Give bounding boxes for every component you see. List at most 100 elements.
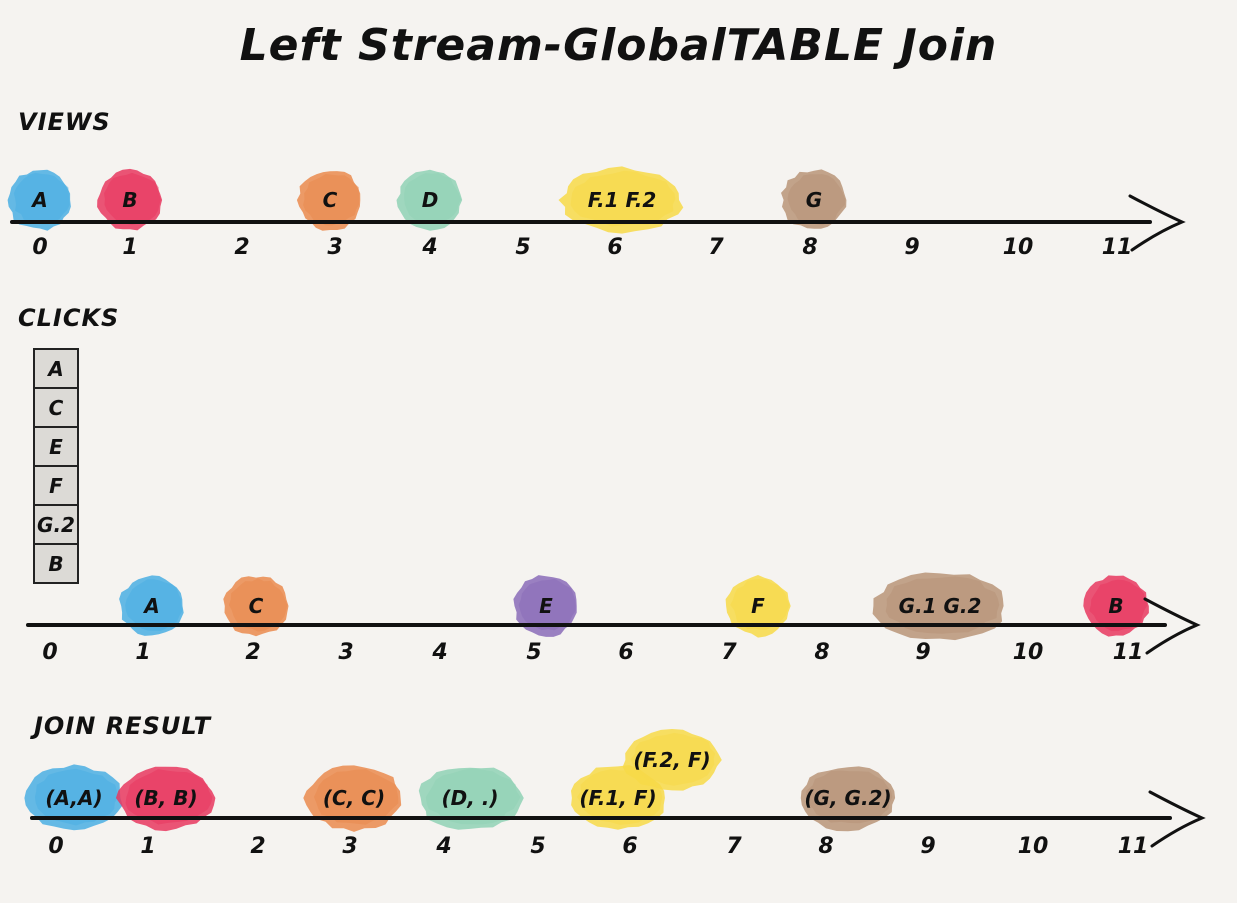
- clicks-event-blob-inner: [518, 578, 576, 631]
- clicks-event-label: A: [142, 594, 159, 618]
- join-tick-label: 7: [726, 834, 742, 859]
- views-event: A: [7, 169, 71, 231]
- join-event-label: (A,A): [45, 786, 102, 810]
- table-cell-label: A: [46, 357, 63, 381]
- table-cell-box: [33, 543, 79, 584]
- clicks-event-blob-inner: [228, 578, 288, 632]
- join-tick-label: 1: [140, 834, 155, 859]
- table-cell: E: [33, 426, 79, 467]
- join-event-blob-inner: [125, 769, 213, 825]
- clicks-event-blob-inner: [1089, 579, 1148, 632]
- clicks-tick-label: 4: [431, 640, 447, 665]
- views-event-label: C: [323, 188, 338, 212]
- table-cell: G.2: [33, 504, 79, 545]
- views-track: A B C D F.1 F.2 G 0 1 2 3 4 5 6 7 8 9 10 11: [7, 166, 1186, 260]
- table-cell: C: [33, 387, 79, 428]
- clicks-event: G.1 G.2: [872, 572, 1004, 641]
- join-event-label: (F.2, F): [633, 748, 710, 772]
- views-event: D: [396, 169, 463, 231]
- table-cell: B: [33, 543, 79, 584]
- views-arrowhead: [1128, 194, 1186, 252]
- join-event: (G, G.2): [800, 766, 896, 832]
- table-cell-box: [33, 387, 79, 428]
- clicks-tick-label: 2: [245, 640, 260, 665]
- join-event-blob-inner: [805, 770, 893, 824]
- views-event-blob-inner: [787, 174, 846, 226]
- join-event: (A,A): [24, 764, 123, 831]
- table-cell-label: C: [49, 396, 64, 420]
- table-cell-label: B: [48, 552, 63, 576]
- clicks-tick-label: 1: [135, 640, 150, 665]
- table-cell: A: [33, 348, 79, 389]
- join-event-blob-inner: [425, 768, 521, 825]
- join-event-label: (F.1, F): [579, 786, 656, 810]
- join-event: (F.2, F): [622, 729, 722, 791]
- views-event-blob-inner: [13, 172, 70, 225]
- views-tick-label: 0: [32, 235, 47, 260]
- views-event-blob-inner: [104, 172, 161, 225]
- join-tick-label: 5: [530, 834, 545, 859]
- views-tick-label: 8: [802, 235, 817, 260]
- clicks-tick-label: 8: [814, 640, 829, 665]
- join-tick-label: 8: [818, 834, 833, 859]
- views-tick-label: 1: [122, 235, 137, 260]
- views-tick-label: 11: [1102, 235, 1133, 260]
- join-arrowhead: [1148, 790, 1206, 848]
- views-event-label: F.1 F.2: [588, 188, 657, 212]
- clicks-tick-label: 0: [42, 640, 57, 665]
- clicks-event-blob-inner: [730, 578, 790, 630]
- clicks-label: CLICKS: [18, 304, 120, 332]
- views-tick-label: 7: [708, 235, 724, 260]
- clicks-arrowhead: [1143, 597, 1201, 655]
- clicks-tick-label: 11: [1113, 640, 1144, 665]
- clicks-tick-label: 6: [618, 640, 633, 665]
- views-event-label: B: [122, 188, 137, 212]
- join-tick-label: 2: [250, 834, 265, 859]
- table-cell-box: [33, 504, 79, 545]
- join-event-label: (C, C): [323, 786, 385, 810]
- join-tick-label: 10: [1018, 834, 1049, 859]
- clicks-event: F: [725, 575, 791, 638]
- clicks-event: E: [513, 575, 577, 637]
- table-cell-label: F: [49, 474, 63, 498]
- views-event-blob-inner: [570, 170, 676, 227]
- join-event-blob-inner: [630, 732, 716, 786]
- views-tick-label: 4: [421, 235, 437, 260]
- clicks-tick-label: 5: [526, 640, 541, 665]
- views-event: C: [296, 171, 361, 231]
- table-cell-label: G.2: [37, 513, 75, 537]
- clicks-tick-label: 10: [1013, 640, 1044, 665]
- views-tick-label: 6: [607, 235, 622, 260]
- views-label: VIEWS: [18, 108, 111, 136]
- clicks-event-label: B: [1108, 594, 1123, 618]
- table-cell-box: [33, 426, 79, 467]
- clicks-event-label: C: [249, 594, 264, 618]
- join-event-label: (G, G.2): [804, 786, 891, 810]
- clicks-event: A: [119, 575, 184, 636]
- join-tick-label: 11: [1118, 834, 1149, 859]
- join-event-label: (D, .): [441, 786, 498, 810]
- views-tick-label: 3: [327, 235, 342, 260]
- join-event-label: (B, B): [134, 786, 197, 810]
- clicks-event: C: [223, 576, 289, 637]
- clicks-tick-label: 3: [338, 640, 353, 665]
- table-cell: F: [33, 465, 79, 506]
- join-event: (C, C): [303, 765, 402, 832]
- views-tick-label: 5: [515, 235, 530, 260]
- views-event-label: A: [30, 188, 47, 212]
- views-event: G: [781, 169, 847, 229]
- join-event-blob-inner: [313, 769, 399, 825]
- diagram-title: Left Stream-GlobalTABLE Join: [239, 20, 998, 71]
- join-event-blob-inner: [34, 768, 118, 826]
- join-track: (A,A) (B, B) (C, C) (D, .) (F.1, F) (F.2, F) (…: [24, 729, 1206, 859]
- join-result-label: JOIN RESULT: [34, 712, 212, 740]
- views-event: F.1 F.2: [558, 166, 684, 234]
- clicks-event: B: [1083, 575, 1149, 637]
- join-event: (B, B): [115, 766, 216, 832]
- join-event: (D, .): [418, 767, 524, 830]
- views-tick-label: 2: [234, 235, 249, 260]
- views-event-blob-inner: [303, 174, 360, 226]
- clicks-track: A C E F G.1 G.2 B 0 1 2 3 4 5 6 7 8 9 10 11: [26, 572, 1201, 665]
